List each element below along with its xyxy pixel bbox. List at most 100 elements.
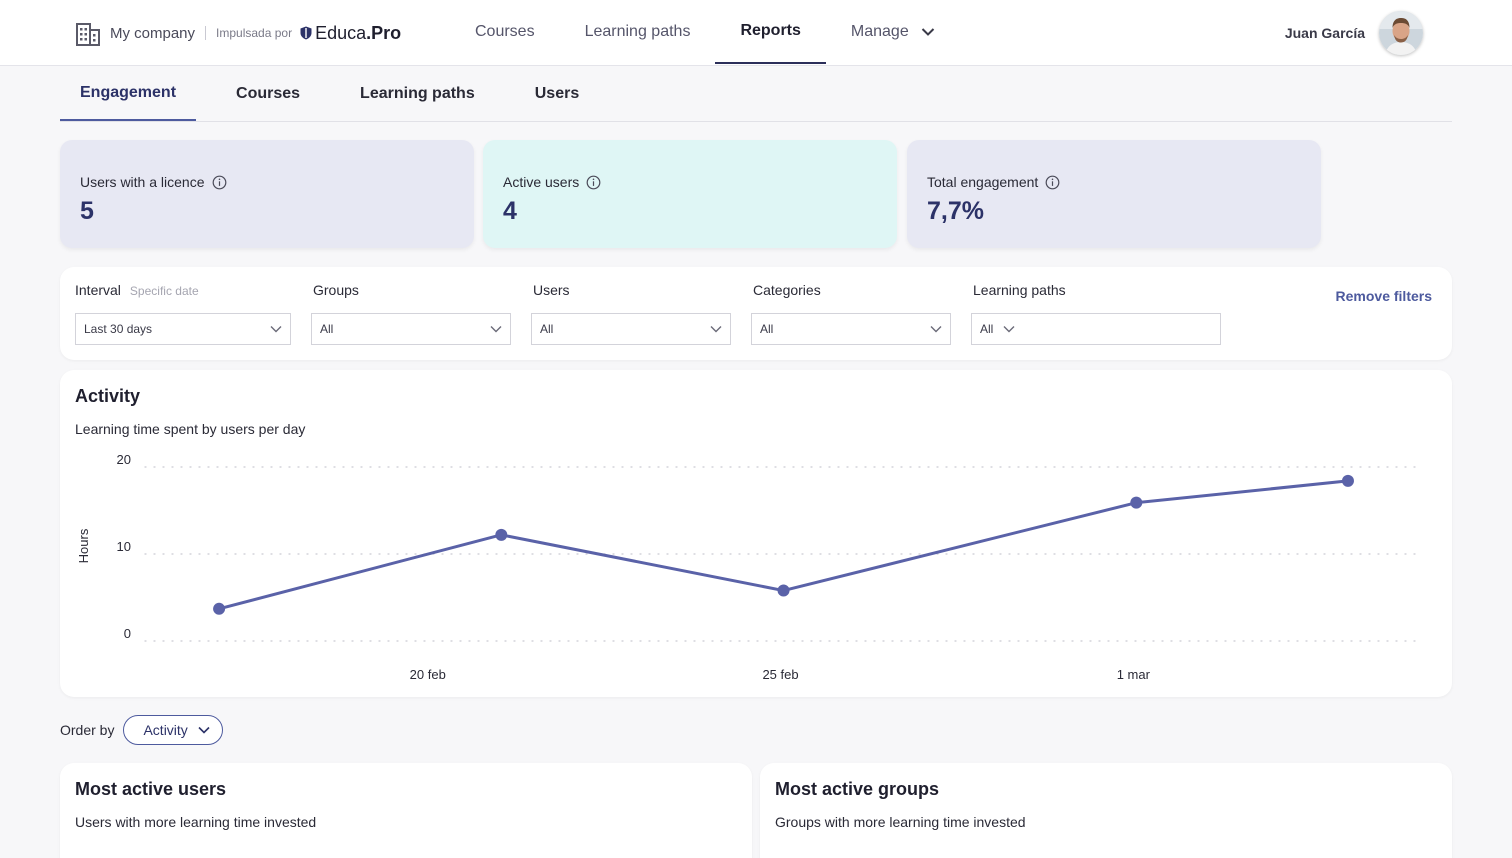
filters-panel: Interval Specific date Last 30 days Group…: [60, 267, 1452, 360]
chevron-down-icon: [1003, 326, 1015, 333]
shield-icon: [300, 26, 312, 40]
nav-item-courses[interactable]: Courses: [450, 0, 560, 64]
kpi-label-row: Users with a licence: [80, 174, 454, 190]
activity-subtitle: Learning time spent by users per day: [75, 421, 306, 437]
nav-item-label: Courses: [475, 23, 535, 40]
most-active-groups-card: Most active groups Groups with more lear…: [760, 763, 1452, 858]
logo-bold-text: .Pro: [366, 22, 402, 43]
card-title: Most active users: [75, 779, 227, 799]
info-icon[interactable]: [1045, 175, 1060, 190]
chevron-down-icon: [198, 726, 210, 734]
chevron-down-icon: [490, 326, 502, 333]
chevron-down-icon: [930, 326, 942, 333]
chevron-down-icon: [710, 326, 722, 333]
filter-label: Groups: [313, 282, 359, 298]
chevron-down-icon: [270, 326, 282, 333]
remove-filters-button[interactable]: Remove filters: [1335, 288, 1432, 304]
interval-select[interactable]: Last 30 days: [75, 313, 291, 345]
kpi-label: Users with a licence: [80, 174, 205, 190]
data-point[interactable]: [495, 528, 508, 541]
specific-date-link[interactable]: Specific date: [129, 284, 199, 298]
info-icon[interactable]: [212, 175, 227, 190]
tab-courses[interactable]: Courses: [216, 66, 320, 121]
nav-item-label: Manage: [850, 23, 909, 40]
company-name: My company: [110, 24, 196, 42]
learning-paths-select[interactable]: All: [971, 313, 1221, 345]
select-value: All: [980, 322, 994, 336]
card-subtitle: Groups with more learning time invested: [775, 814, 1026, 830]
nav-item-reports[interactable]: Reports: [715, 0, 826, 64]
nav-item-manage[interactable]: Manage: [826, 0, 960, 64]
nav-item-label: Reports: [740, 22, 801, 39]
nav-item-label: Learning paths: [584, 23, 691, 40]
avatar-image: [1379, 11, 1423, 55]
learning-paths-filter: Learning paths: [973, 282, 1066, 298]
kpi-label: Total engagement: [927, 174, 1039, 190]
kpi-label: Active users: [503, 174, 580, 190]
y-tick-label: 10: [117, 539, 131, 554]
main-nav: Courses Learning paths Reports Manage: [450, 0, 960, 66]
order-by-label: Order by: [60, 722, 115, 738]
filter-label: Categories: [753, 282, 821, 298]
users-select[interactable]: All: [531, 313, 731, 345]
user-name: Juan García: [1284, 25, 1365, 41]
select-value: All: [320, 322, 334, 336]
activity-title: Activity: [75, 386, 141, 406]
order-by-dropdown[interactable]: Activity: [123, 715, 223, 745]
groups-select[interactable]: All: [311, 313, 511, 345]
powered-by-label: Impulsada por: [216, 26, 293, 40]
kpi-active-users: Active users 4: [483, 140, 897, 248]
y-tick-label: 20: [117, 452, 131, 467]
filter-label: Interval: [75, 282, 121, 298]
y-tick-label: 0: [124, 626, 131, 641]
categories-filter: Categories: [753, 282, 821, 298]
activity-card: Activity Learning time spent by users pe…: [60, 370, 1452, 697]
users-filter: Users: [533, 282, 570, 298]
kpi-value: 5: [80, 197, 94, 225]
activity-line-chart: 0 10 20 Hours 20 feb 25 feb 1 mar: [76, 452, 1416, 682]
data-point[interactable]: [1130, 496, 1143, 509]
kpi-label-row: Active users: [503, 174, 877, 190]
kpi-value: 7,7%: [927, 197, 984, 225]
x-tick-label: 1 mar: [1117, 667, 1151, 682]
most-active-users-card: Most active users Users with more learni…: [60, 763, 752, 858]
data-point[interactable]: [213, 602, 226, 615]
avatar[interactable]: [1379, 11, 1423, 55]
building-icon: [76, 23, 100, 46]
select-value: All: [760, 322, 774, 336]
brand-divider: [205, 26, 207, 40]
order-by-control: Order by Activity: [60, 715, 223, 745]
tab-learning-paths[interactable]: Learning paths: [340, 66, 495, 121]
y-axis-label: Hours: [76, 528, 91, 563]
x-tick-label: 25 feb: [762, 667, 798, 682]
filter-label: Users: [533, 282, 570, 298]
kpi-users-with-licence: Users with a licence 5: [60, 140, 474, 248]
order-by-value: Activity: [143, 722, 188, 738]
reports-subtabs: Engagement Courses Learning paths Users: [60, 66, 1452, 122]
tab-label: Learning paths: [360, 84, 475, 102]
chevron-down-icon: [921, 28, 934, 36]
tab-users[interactable]: Users: [515, 66, 599, 121]
kpi-value: 4: [503, 197, 517, 225]
filter-label: Learning paths: [973, 282, 1066, 298]
info-icon[interactable]: [586, 175, 601, 190]
tab-engagement[interactable]: Engagement: [60, 66, 197, 121]
data-point[interactable]: [1341, 474, 1354, 487]
data-point[interactable]: [777, 584, 790, 597]
interval-filter: Interval Specific date: [75, 282, 199, 298]
groups-filter: Groups: [313, 282, 359, 298]
card-subtitle: Users with more learning time invested: [75, 814, 317, 830]
user-menu[interactable]: Juan García: [1285, 11, 1423, 55]
tab-label: Courses: [236, 84, 301, 102]
educa-pro-logo: Educa.Pro: [315, 23, 401, 44]
x-tick-label: 20 feb: [410, 667, 446, 682]
tab-label: Engagement: [80, 83, 177, 101]
select-value: Last 30 days: [84, 322, 153, 336]
nav-item-learning-paths[interactable]: Learning paths: [560, 0, 716, 64]
brand[interactable]: My company Impulsada por Educa.Pro: [76, 20, 401, 46]
logo-light-text: Educa: [315, 22, 367, 43]
card-title: Most active groups: [775, 779, 940, 799]
kpi-total-engagement: Total engagement 7,7%: [907, 140, 1321, 248]
categories-select[interactable]: All: [751, 313, 951, 345]
filter-label-row: Interval Specific date: [75, 282, 199, 298]
